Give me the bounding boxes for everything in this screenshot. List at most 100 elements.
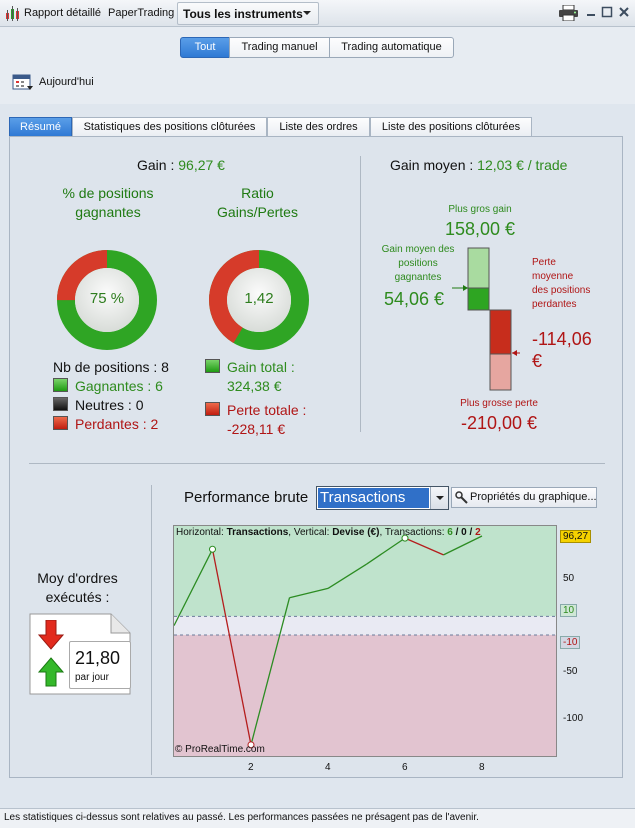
chart-copyright: © ProRealTime.com [175, 744, 265, 755]
gain-separator: : [166, 157, 179, 173]
chart-header-v-label: , Vertical: [288, 527, 333, 538]
arrow-up-icon [37, 657, 65, 687]
gain-loss-bars [452, 247, 520, 391]
winners-swatch [53, 378, 68, 392]
arrow-down-icon [37, 619, 65, 650]
wrench-icon [455, 491, 468, 504]
segment-manual[interactable]: Trading manuel [229, 37, 330, 58]
neutral-band [174, 616, 556, 635]
report-icon[interactable] [5, 6, 20, 21]
calendar-icon[interactable] [12, 72, 34, 92]
chart-point [401, 534, 409, 542]
max-loss-label: Plus grosse perte [460, 398, 538, 409]
chart-segment [211, 549, 252, 745]
chart-header-t-label: , Transactions: [379, 527, 448, 538]
chart-properties-label: Propriétés du graphique... [470, 491, 597, 503]
chart-header-neutral: 0 [461, 527, 467, 538]
segment-automatic[interactable]: Trading automatique [329, 37, 454, 58]
nb-positions: Nb de positions : 8 [53, 359, 169, 375]
tab-closed-stats[interactable]: Statistiques des positions clôturées [72, 117, 267, 136]
printer-icon[interactable] [559, 4, 578, 22]
instruments-dropdown[interactable]: Tous les instruments [177, 2, 319, 25]
avg-win-value: 54,06 € [384, 289, 445, 309]
chevron-down-icon [303, 11, 311, 15]
ratio-value: 1,42 [244, 290, 274, 307]
chart-segment [289, 587, 329, 599]
minimize-icon[interactable] [584, 5, 598, 19]
loss-total-value: -228,11 € [227, 421, 286, 437]
gain-value: 96,27 € [178, 157, 225, 173]
orders-title: Moy d'ordres exécutés : [37, 570, 118, 605]
chart-header-sep1: / [452, 527, 462, 538]
losers-count: Perdantes : 2 [75, 416, 159, 432]
neutral-count: Neutres : 0 [75, 397, 144, 413]
bottom-vertical-divider [151, 485, 152, 775]
win-pct-loss-arc [57, 250, 157, 350]
ratio-title: Ratio Gains/Pertes [217, 185, 298, 220]
segment-all[interactable]: Tout [180, 37, 230, 58]
title-bar: Rapport détaillé PaperTrading Tous les i… [0, 0, 635, 27]
orders-value: 21,80 [75, 648, 121, 668]
chart-header-wins: 6 [447, 527, 453, 538]
account-label[interactable]: PaperTrading [108, 7, 175, 19]
loss-total-label: Perte totale : [227, 402, 307, 418]
performance-title: Performance brute [184, 489, 309, 506]
report-button[interactable]: Rapport détaillé [24, 7, 102, 19]
chart-header-v-value: Devise (€) [332, 527, 380, 538]
performance-select-value: Transactions [318, 488, 429, 508]
chart-properties-button[interactable]: Propriétés du graphique... [451, 487, 597, 508]
chart-header-h-value: Transactions [226, 527, 289, 538]
win-pct-value: 75 % [89, 290, 125, 307]
max-gain-value: 158,00 € [444, 219, 516, 239]
chart-header: Horizontal: Transactions, Vertical: Devi… [176, 527, 481, 538]
gain-line: Gain : 96,27 € [137, 157, 225, 173]
instruments-label: Tous les instruments [183, 7, 303, 21]
tab-resume[interactable]: Résumé [9, 117, 72, 136]
negative-band [174, 634, 556, 756]
gain-total-value: 324,38 € [227, 378, 282, 394]
avg-gain-separator: : [465, 157, 478, 173]
losers-swatch [53, 416, 68, 430]
max-loss-value: -210,00 € [460, 413, 538, 433]
select-arrow[interactable] [430, 487, 448, 509]
disclaimer-footer: Les statistiques ci-dessus sont relative… [0, 808, 635, 828]
ratio-donut [209, 250, 309, 350]
chart-segment [443, 535, 483, 556]
tab-orders[interactable]: Liste des ordres [267, 117, 370, 136]
chart-point [209, 545, 216, 553]
chart-segment [404, 537, 444, 556]
win-pct-title: % de positions gagnantes [62, 185, 154, 220]
date-label[interactable]: Aujourd'hui [39, 76, 94, 88]
chart-segment [366, 537, 406, 565]
gain-total-label: Gain total : [227, 359, 295, 375]
avg-win-label: Gain moyen des positions gagnantes [381, 244, 455, 283]
orders-value-box [69, 641, 131, 689]
winners-count: Gagnantes : 6 [75, 378, 163, 394]
neutral-swatch [53, 397, 68, 411]
avg-gain-line: Gain moyen : 12,03 € / trade [390, 157, 567, 173]
chart-header-h-label: Horizontal: [176, 527, 227, 538]
avg-gain-label: Gain moyen [390, 157, 466, 173]
chart-point [247, 741, 255, 749]
win-pct-donut [57, 250, 157, 350]
loss-total-swatch [205, 402, 220, 416]
ratio-loss-arc [209, 250, 309, 350]
chart-lines [174, 535, 483, 745]
chart-segment [174, 548, 214, 626]
gain-total-swatch [205, 359, 220, 373]
chart-segment [327, 563, 367, 589]
horizontal-divider [29, 463, 605, 464]
chart-segment [250, 597, 291, 745]
positive-band [174, 526, 556, 617]
performance-select[interactable]: Transactions [316, 486, 449, 510]
chart-header-sep2: / [466, 527, 476, 538]
avg-loss-value: -114,06 € [532, 329, 592, 371]
tab-closed-positions[interactable]: Liste des positions clôturées [370, 117, 532, 136]
vertical-divider [360, 156, 361, 432]
maximize-icon[interactable] [600, 5, 614, 19]
close-icon[interactable] [617, 5, 631, 19]
chevron-down-icon [436, 496, 444, 500]
orders-unit: par jour [75, 672, 109, 683]
avg-loss-label: Perte moyenne des positions perdantes [532, 257, 591, 310]
chart-header-losses: 2 [475, 527, 481, 538]
